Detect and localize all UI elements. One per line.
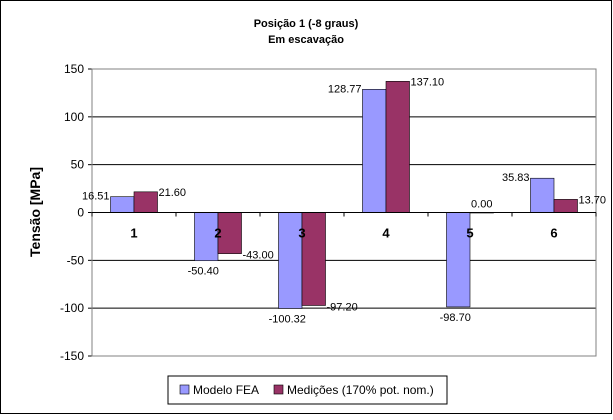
legend-swatch-medicoes — [273, 384, 284, 395]
bar-medicoes-1 — [133, 191, 158, 213]
bar-modelo-fea-6 — [530, 177, 555, 213]
category-label: 5 — [466, 226, 473, 241]
y-tick-label: -100 — [60, 301, 84, 315]
category-label: 4 — [382, 226, 390, 241]
y-tick-label: -150 — [60, 349, 84, 363]
y-tick-label: -50 — [67, 253, 85, 267]
legend-box — [167, 375, 448, 405]
y-tick-label: 0 — [77, 206, 84, 220]
data-label: -98.70 — [440, 312, 471, 324]
category-label: 3 — [298, 226, 305, 241]
data-label: 0.00 — [471, 199, 492, 211]
chart-title: Posição 1 (-8 graus) — [254, 18, 359, 30]
data-label: 13.70 — [579, 194, 607, 206]
bar-modelo-fea-1 — [110, 196, 135, 213]
chart-subtitle: Em escavação — [268, 34, 344, 46]
category-label: 1 — [130, 226, 137, 241]
data-label: -43.00 — [243, 250, 274, 262]
data-label: 128.77 — [328, 83, 362, 95]
data-label: -100.32 — [269, 313, 306, 325]
legend-label-modelo-fea: Modelo FEA — [193, 383, 259, 397]
legend-swatch-modelo-fea — [179, 384, 190, 395]
legend-label-medicoes: Medições (170% pot. nom.) — [287, 383, 434, 397]
bar-medicoes-6 — [553, 199, 578, 213]
data-label: 35.83 — [502, 172, 530, 184]
category-label: 6 — [550, 226, 557, 241]
category-label: 2 — [214, 226, 221, 241]
legend: Modelo FEA Medições (170% pot. nom.) — [167, 375, 448, 405]
data-label: -97.20 — [327, 301, 358, 313]
y-axis-title: Tensão [MPa] — [27, 167, 43, 257]
y-tick-label: 50 — [71, 158, 85, 172]
y-tick-label: 150 — [64, 62, 84, 76]
y-tick-label: 100 — [64, 110, 84, 124]
bar-medicoes-4 — [385, 81, 410, 213]
plot-area: 150 100 50 0 -50 -100 -150 1 2 3 4 5 6 16.51 -50.40 -10… — [60, 62, 606, 363]
bar-modelo-fea-4 — [362, 89, 387, 213]
data-label: 137.10 — [411, 76, 445, 88]
data-label: -50.40 — [188, 266, 219, 278]
data-label: 21.60 — [159, 187, 187, 199]
data-label: 16.51 — [82, 191, 110, 203]
